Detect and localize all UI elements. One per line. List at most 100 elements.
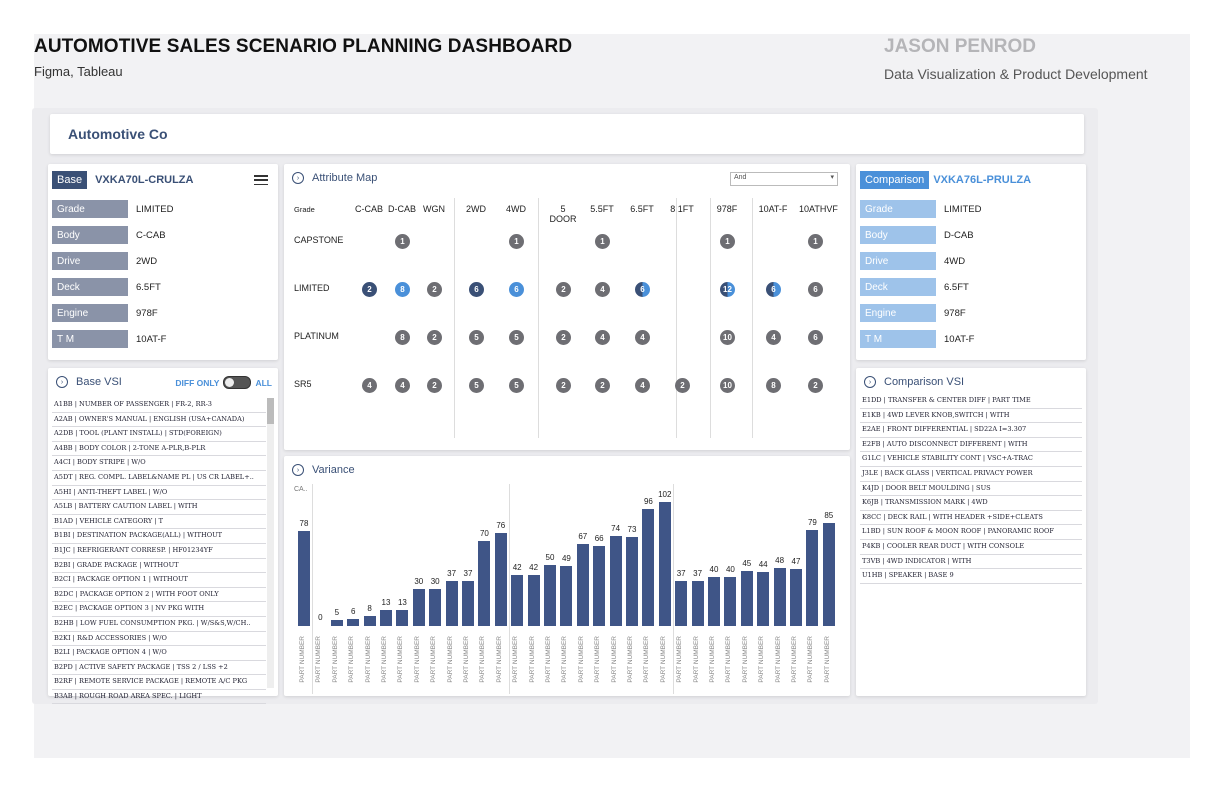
variance-bar[interactable] [740,571,753,626]
attribute-bubble[interactable]: 1 [720,234,735,249]
list-item[interactable]: A4CI | BODY STRIPE | W/O [52,456,266,471]
variance-bar[interactable] [462,580,474,626]
attribute-bubble[interactable]: 2 [427,378,442,393]
list-item[interactable]: K8CC | DECK RAIL | WITH HEADER +SIDE+CLE… [860,511,1082,526]
variance-bar[interactable] [330,619,343,626]
variance-bar[interactable] [380,610,392,626]
attribute-bubble[interactable]: 4 [362,378,377,393]
list-item[interactable]: B1BI | DESTINATION PACKAGE(ALL) | WITHOU… [52,529,266,544]
attribute-bubble[interactable]: 5 [469,330,484,345]
scrollbar[interactable] [267,398,274,688]
variance-bar[interactable] [757,572,770,626]
variance-bar[interactable] [347,618,360,626]
attribute-bubble[interactable]: 5 [509,330,524,345]
attribute-bubble[interactable]: 4 [635,330,650,345]
attribute-bubble[interactable]: 6 [766,282,781,297]
list-item[interactable]: A4BB | BODY COLOR | 2-TONE A-PLR,B-PLR [52,442,266,457]
list-item[interactable]: A2DB | TOOL (PLANT INSTALL) | STD(FOREIG… [52,427,266,442]
variance-bar[interactable] [626,537,638,626]
chevron-right-circle-icon[interactable]: › [292,172,304,184]
list-item[interactable]: U1HB | SPEAKER | BASE 9 [860,569,1082,584]
attribute-bubble[interactable]: 5 [509,378,524,393]
variance-bar[interactable] [773,567,786,626]
list-item[interactable]: A5HI | ANTI-THEFT LABEL | W/O [52,486,266,501]
list-item[interactable]: L1BD | SUN ROOF & MOON ROOF | PANORAMIC … [860,525,1082,540]
variance-bar[interactable] [724,577,737,626]
variance-bar[interactable] [708,577,720,626]
list-item[interactable]: P4KB | COOLER REAR DUCT | WITH CONSOLE [860,540,1082,555]
attribute-bubble[interactable]: 1 [395,234,410,249]
variance-bar[interactable] [790,568,802,626]
attribute-bubble[interactable]: 6 [635,282,650,297]
list-item[interactable]: A2AB | OWNER'S MANUAL | ENGLISH (USA+CAN… [52,413,266,428]
attribute-bubble[interactable]: 4 [395,378,410,393]
variance-bar[interactable] [576,544,589,626]
list-item[interactable]: G1LC | VEHICLE STABILITY CONT | VSC+A-TR… [860,452,1082,467]
attribute-bubble[interactable]: 6 [509,282,524,297]
list-item[interactable]: T3VB | 4WD INDICATOR | WITH [860,555,1082,570]
attribute-bubble[interactable]: 2 [427,330,442,345]
attribute-bubble[interactable]: 2 [362,282,377,297]
attribute-bubble[interactable]: 4 [766,330,781,345]
attribute-bubble[interactable]: 6 [808,282,823,297]
attribute-bubble[interactable]: 6 [808,330,823,345]
attribute-bubble[interactable]: 5 [469,378,484,393]
list-item[interactable]: B1JC | REFRIGERANT CORRESP. | HF01234YF [52,544,266,559]
list-item[interactable]: A5DT | REG. COMPL. LABEL&NAME PL | US CR… [52,471,266,486]
list-item[interactable]: B2PD | ACTIVE SAFETY PACKAGE | TSS 2 / L… [52,661,266,676]
variance-bar[interactable] [593,545,606,626]
attribute-bubble[interactable]: 1 [509,234,524,249]
list-item[interactable]: E1KB | 4WD LEVER KNOB,SWITCH | WITH [860,409,1082,424]
variance-bar[interactable] [396,610,409,626]
attribute-bubble[interactable]: 2 [556,330,571,345]
list-item[interactable]: E2FB | AUTO DISCONNECT DIFFERENT | WITH [860,438,1082,453]
diff-toggle-switch[interactable] [223,376,252,389]
variance-bar[interactable] [445,580,458,626]
list-item[interactable]: B2LI | PACKAGE OPTION 4 | W/O [52,646,266,661]
attribute-bubble[interactable]: 10 [720,330,735,345]
variance-bar[interactable] [560,566,573,626]
list-item[interactable]: B2DC | PACKAGE OPTION 2 | WITH FOOT ONLY [52,588,266,603]
variance-bar[interactable] [658,501,671,626]
list-item[interactable]: E2AE | FRONT DIFFERENTIAL | SD22A I=3.30… [860,423,1082,438]
list-item[interactable]: K4JD | DOOR BELT MOULDING | SUS [860,482,1082,497]
attribute-bubble[interactable]: 2 [808,378,823,393]
attribute-bubble[interactable]: 2 [427,282,442,297]
attribute-bubble[interactable]: 8 [395,282,410,297]
list-item[interactable]: B2CI | PACKAGE OPTION 1 | WITHOUT [52,573,266,588]
attribute-bubble[interactable]: 1 [808,234,823,249]
variance-bar[interactable] [363,616,376,626]
variance-bar[interactable] [691,580,704,626]
attribute-bubble[interactable]: 2 [675,378,690,393]
list-item[interactable]: J3LE | BACK GLASS | VERTICAL PRIVACY POW… [860,467,1082,482]
list-item[interactable]: B2EC | PACKAGE OPTION 3 | NV PKG WITH [52,602,266,617]
attribute-bubble[interactable]: 6 [469,282,484,297]
chevron-right-circle-icon[interactable]: › [864,376,876,388]
list-item[interactable]: B2HB | LOW FUEL CONSUMPTION PKG. | W/S&S… [52,617,266,632]
attribute-bubble[interactable]: 4 [635,378,650,393]
attribute-bubble[interactable]: 2 [556,378,571,393]
attribute-bubble[interactable]: 12 [720,282,735,297]
attribute-bubble[interactable]: 4 [595,330,610,345]
attribute-bubble[interactable]: 2 [556,282,571,297]
attribute-bubble[interactable]: 2 [595,378,610,393]
attribute-bubble[interactable]: 8 [395,330,410,345]
list-item[interactable]: B1AD | VEHICLE CATEGORY | T [52,515,266,530]
list-item[interactable]: B3AB | ROUGH ROAD AREA SPEC. | LIGHT [52,690,266,705]
variance-bar[interactable] [822,522,835,626]
logic-dropdown[interactable]: And ▾ [730,172,838,186]
chevron-right-circle-icon[interactable]: › [56,376,68,388]
attribute-bubble[interactable]: 4 [595,282,610,297]
variance-bar[interactable] [609,535,622,626]
variance-bar[interactable] [642,509,655,626]
hamburger-menu-icon[interactable] [254,175,268,185]
variance-bar[interactable] [412,589,425,626]
list-item[interactable]: B2RF | REMOTE SERVICE PACKAGE | REMOTE A… [52,675,266,690]
list-item[interactable]: K6JB | TRANSMISSION MARK | 4WD [860,496,1082,511]
variance-bar[interactable] [527,574,540,626]
variance-bar[interactable] [675,580,688,626]
variance-bar[interactable] [429,589,442,626]
chevron-right-circle-icon[interactable]: › [292,464,304,476]
list-item[interactable]: E1DD | TRANSFER & CENTER DIFF | PART TIM… [860,394,1082,409]
variance-bar[interactable] [544,565,556,626]
